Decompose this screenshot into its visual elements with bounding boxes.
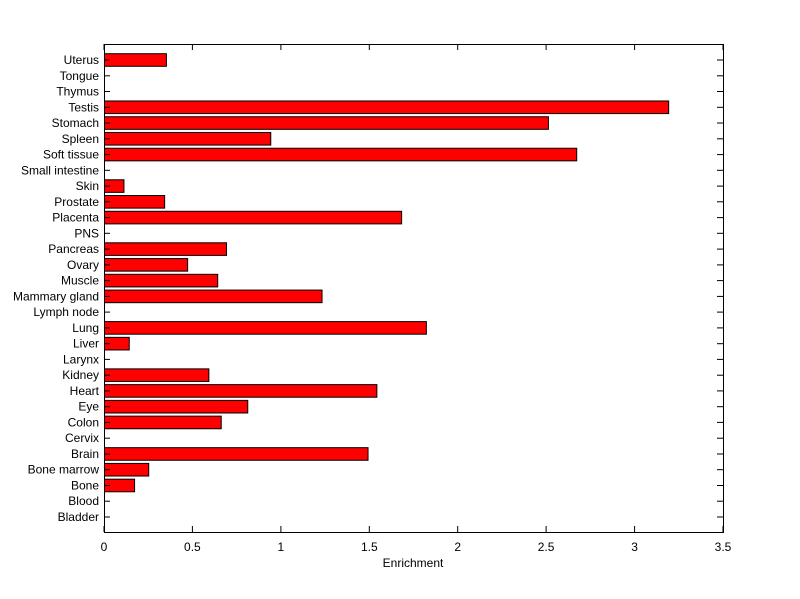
y-tick-label-lung: Lung <box>72 321 99 335</box>
y-tick-label-muscle: Muscle <box>61 274 99 288</box>
y-tick-label-placenta: Placenta <box>52 211 99 225</box>
x-tick-label: 3 <box>631 540 638 554</box>
bar-kidney <box>104 368 210 382</box>
y-tick-label-ovary: Ovary <box>67 258 99 272</box>
y-tick-label-pancreas: Pancreas <box>48 242 99 256</box>
x-ticks-group: 0 0.5 1 1.5 2 2.5 3 3.5 <box>101 44 732 554</box>
y-tick-label-soft-tissue: Soft tissue <box>43 148 99 162</box>
x-tick-label: 3.5 <box>715 540 732 554</box>
x-axis-title: Enrichment <box>383 556 444 570</box>
bar-lung <box>104 321 427 335</box>
bar-bone-marrow <box>104 462 150 477</box>
y-tick-label-heart: Heart <box>70 384 100 398</box>
x-tick-label: 2 <box>454 540 461 554</box>
y-tick-label-kidney: Kidney <box>62 368 99 382</box>
bar-soft-tissue <box>104 147 578 162</box>
y-tick-label-liver: Liver <box>73 337 99 351</box>
y-tick-label-skin: Skin <box>76 179 99 193</box>
y-tick-label-thymus: Thymus <box>56 85 99 99</box>
bar-mammary-gland <box>104 289 323 304</box>
bar-prostate <box>104 195 166 209</box>
plot-frame <box>104 44 724 533</box>
bar-colon <box>104 415 222 430</box>
bars-group <box>104 53 670 493</box>
bar-pancreas <box>104 242 228 256</box>
y-tick-label-brain: Brain <box>71 447 99 461</box>
bar-brain <box>104 447 369 461</box>
y-tick-label-lymph-node: Lymph node <box>33 305 99 319</box>
y-tick-label-bone-marrow: Bone marrow <box>28 463 100 477</box>
y-tick-label-spleen: Spleen <box>62 132 99 146</box>
y-tick-label-mammary-gland: Mammary gland <box>13 289 99 303</box>
y-tick-label-tongue: Tongue <box>60 69 100 83</box>
y-tick-label-stomach: Stomach <box>52 116 99 130</box>
y-tick-label-uterus: Uterus <box>64 53 99 67</box>
y-tick-label-bone: Bone <box>71 479 99 493</box>
x-tick-label: 0.5 <box>184 540 201 554</box>
y-tick-label-testis: Testis <box>68 100 99 114</box>
y-tick-label-colon: Colon <box>68 415 99 429</box>
bar-stomach <box>104 116 549 130</box>
y-tick-label-blood: Blood <box>68 494 99 508</box>
bar-placenta <box>104 210 403 225</box>
x-tick-label: 1.5 <box>361 540 378 554</box>
bar-heart <box>104 384 378 398</box>
y-tick-label-cervix: Cervix <box>65 431 99 445</box>
y-tick-label-small-intestine: Small intestine <box>21 163 99 177</box>
y-tick-label-eye: Eye <box>78 400 99 414</box>
bar-muscle <box>104 273 219 288</box>
y-tick-label-pns: PNS <box>74 226 99 240</box>
bar-testis <box>104 100 670 115</box>
y-tick-label-bladder: Bladder <box>58 510 99 524</box>
x-tick-label: 0 <box>101 540 108 554</box>
y-tick-label-larynx: Larynx <box>63 352 99 366</box>
bar-uterus <box>104 53 167 67</box>
x-tick-label: 1 <box>278 540 285 554</box>
bar-eye <box>104 399 249 414</box>
x-tick-label: 2.5 <box>538 540 555 554</box>
y-tick-label-prostate: Prostate <box>54 195 99 209</box>
bar-spleen <box>104 131 272 146</box>
bar-ovary <box>104 258 189 272</box>
